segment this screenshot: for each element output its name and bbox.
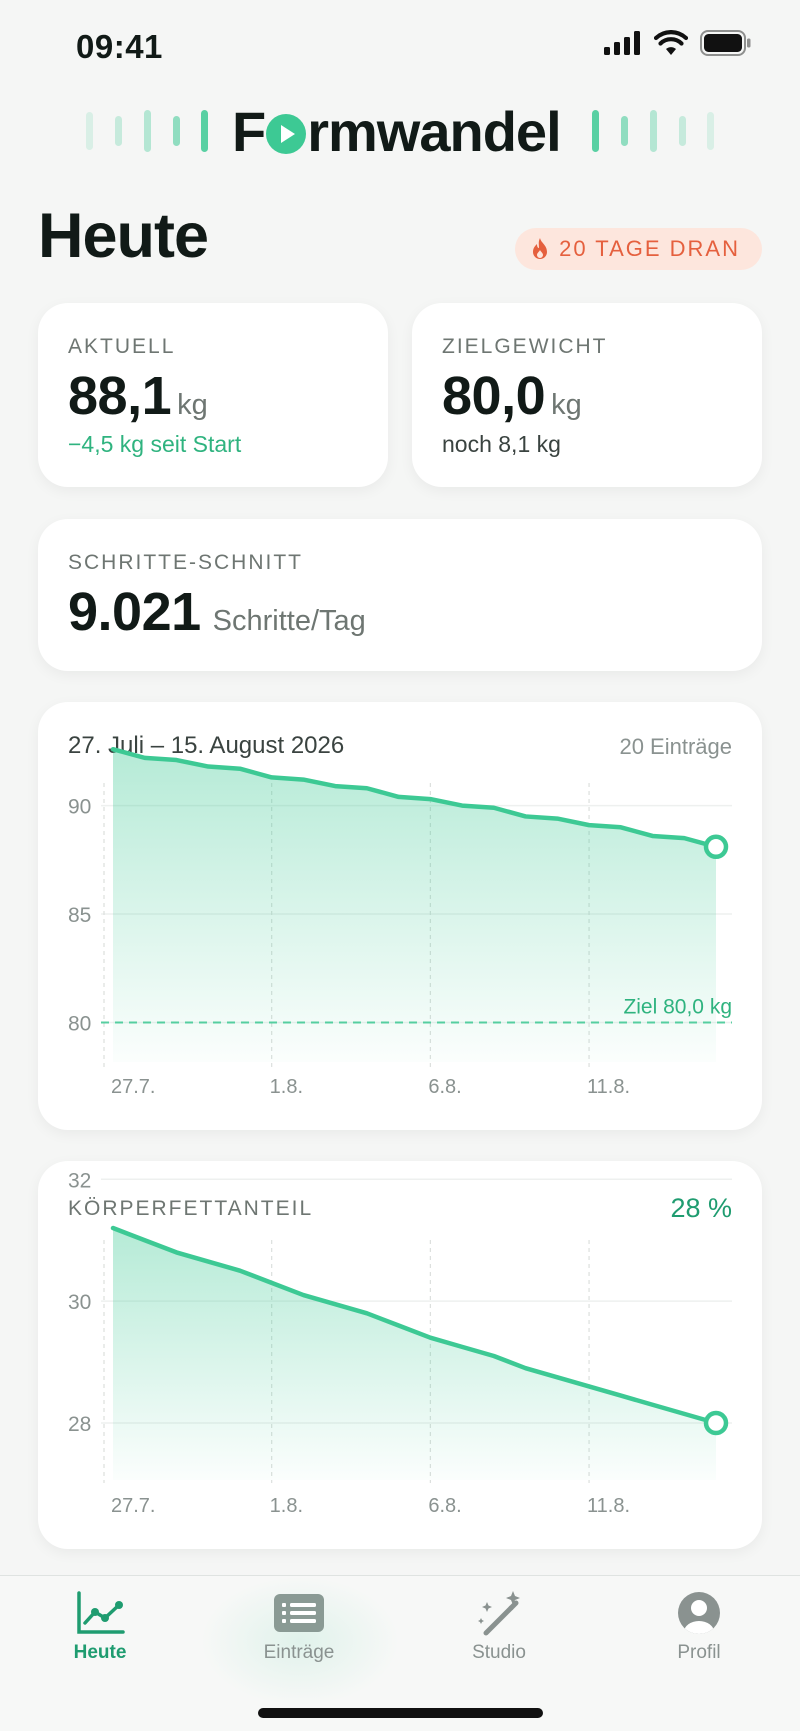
current-weight-value: 88,1 — [68, 366, 172, 426]
logo-wave-bar — [201, 110, 208, 152]
current-point-marker — [703, 834, 729, 860]
logo-wave-bar — [86, 112, 93, 150]
y-tick-label: 85 — [68, 904, 91, 927]
steps-unit: Schritte/Tag — [212, 605, 366, 637]
signal-icon — [604, 31, 640, 55]
page-title: Heute — [38, 201, 209, 271]
bodyfat-label: KÖRPERFETTANTEIL — [68, 1197, 314, 1220]
magic-wand-icon — [478, 1591, 520, 1636]
series-line — [110, 1225, 719, 1426]
logo-text-end: rmwandel — [307, 100, 561, 163]
goal-weight-unit: kg — [551, 389, 582, 421]
weight-delta: −4,5 kg seit Start — [68, 431, 242, 457]
profile-icon — [678, 1592, 720, 1634]
bodyfat-chart-card[interactable]: KÖRPERFETTANTEIL 28 % 28 30 32 27.7. 1.8. 6.8… — [38, 1161, 762, 1549]
logo-wave-bar — [621, 116, 628, 146]
current-weight-value-row: 88,1 kg — [68, 365, 208, 427]
area-fill — [113, 1228, 716, 1480]
x-tick-label: 27.7. — [111, 1076, 155, 1098]
tab-profil[interactable]: Profil — [619, 1590, 779, 1664]
tab-studio-label: Studio — [472, 1642, 526, 1663]
weight-chart[interactable]: 80 85 90 27.7. 1.8. 6.8. 11.8. Ziel 80,0 kg — [38, 702, 762, 1130]
series-line — [110, 746, 719, 850]
logo-wave-bar — [173, 116, 180, 146]
logo-wave-bar — [115, 116, 122, 146]
bodyfat-current: 28 % — [670, 1193, 732, 1223]
status-bar: 09:41 — [0, 0, 800, 92]
tab-heute[interactable]: Heute — [20, 1590, 180, 1664]
x-tick-label: 11.8. — [587, 1495, 630, 1517]
steps-value-row: 9.021 Schritte/Tag — [68, 581, 366, 643]
goal-weight-card[interactable]: ZIELGEWICHT 80,0 kg noch 8,1 kg — [412, 303, 762, 487]
current-weight-unit: kg — [177, 389, 208, 421]
current-weight-card[interactable]: AKTUELL 88,1 kg −4,5 kg seit Start — [38, 303, 388, 487]
chart-line-icon — [77, 1591, 125, 1634]
logo-wave-bar — [144, 110, 151, 152]
y-tick-label: 80 — [68, 1012, 91, 1035]
y-tick-label: 28 — [68, 1413, 91, 1436]
status-icons — [604, 30, 752, 56]
home-indicator — [258, 1708, 543, 1718]
x-tick-label: 1.8. — [270, 1495, 303, 1517]
current-point-marker — [703, 1410, 729, 1436]
battery-icon — [700, 30, 751, 56]
x-tick-label: 1.8. — [270, 1076, 303, 1098]
steps-label: SCHRITTE-SCHNITT — [68, 551, 303, 574]
tab-eintraege[interactable]: Einträge — [219, 1590, 379, 1664]
x-tick-label: 27.7. — [111, 1495, 155, 1517]
goal-weight-value: 80,0 — [442, 366, 546, 426]
play-icon — [266, 114, 307, 154]
tab-heute-label: Heute — [73, 1642, 127, 1663]
weight-remaining: noch 8,1 kg — [442, 431, 561, 457]
goal-weight-label: ZIELGEWICHT — [442, 335, 608, 358]
tab-eintraege-label: Einträge — [263, 1642, 335, 1663]
x-tick-label: 11.8. — [587, 1076, 630, 1098]
y-tick-label: 90 — [68, 796, 91, 819]
tab-bar: Heute Einträge Studio Profil — [0, 1575, 800, 1731]
streak-text: 20 TAGE DRAN — [559, 236, 740, 261]
streak-badge[interactable]: 20 TAGE DRAN — [515, 228, 762, 270]
x-tick-label: 6.8. — [428, 1495, 461, 1517]
weight-chart-card[interactable]: 27. Juli – 15. August 2026 20 Einträge 8… — [38, 702, 762, 1130]
goal-label: Ziel 80,0 kg — [623, 995, 732, 1018]
current-weight-label: AKTUELL — [68, 335, 176, 358]
status-time: 09:41 — [76, 28, 163, 65]
logo-wave-bar — [592, 110, 599, 152]
steps-value: 9.021 — [68, 582, 201, 642]
tab-profil-label: Profil — [677, 1642, 721, 1663]
y-tick-label: 30 — [68, 1291, 91, 1314]
wifi-icon — [654, 30, 688, 55]
area-fill — [113, 749, 716, 1062]
steps-card[interactable]: SCHRITTE-SCHNITT 9.021 Schritte/Tag — [38, 519, 762, 671]
logo-text-start: F — [232, 100, 266, 163]
logo-wave-bar — [679, 116, 686, 146]
bodyfat-chart[interactable]: 28 30 32 27.7. 1.8. 6.8. 11.8. — [38, 1161, 762, 1549]
tab-studio[interactable]: Studio — [419, 1590, 579, 1664]
flame-icon — [533, 238, 548, 259]
list-icon — [274, 1594, 324, 1632]
goal-weight-value-row: 80,0 kg — [442, 365, 582, 427]
logo-wave-bar — [650, 110, 657, 152]
logo-wave-bar — [707, 112, 714, 150]
y-tick-label: 32 — [68, 1169, 91, 1192]
x-tick-label: 6.8. — [428, 1076, 461, 1098]
chart-entry-count: 20 Einträge — [619, 734, 732, 759]
